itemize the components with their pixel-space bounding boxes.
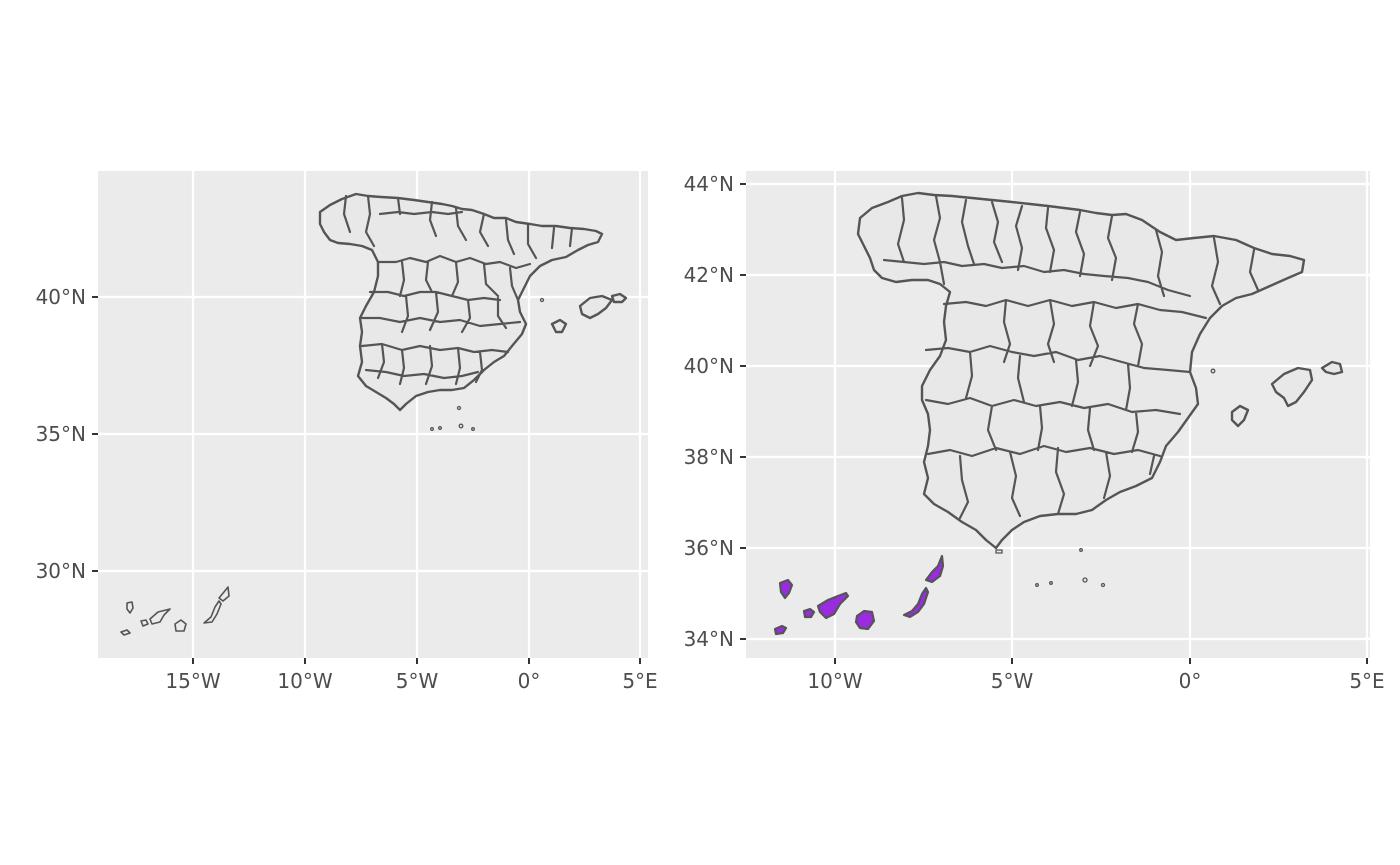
- left-x-tick-label: 0°: [518, 669, 541, 693]
- right-canary-gran-canaria: [854, 609, 876, 631]
- right-x-tick-label: 5°E: [1349, 669, 1384, 693]
- left-x-tick-label: 15°W: [165, 669, 220, 693]
- right-islet-penon: [1049, 581, 1053, 585]
- left-x-tick-label: 10°W: [277, 669, 332, 693]
- left-province-borders: [342, 194, 574, 386]
- right-y-tick-label: 42°N: [684, 263, 734, 287]
- left-x-tick-label: 5°E: [622, 669, 657, 693]
- left-islet-columbretes: [539, 297, 545, 303]
- right-islet-gibraltar-strait: [995, 549, 1003, 554]
- left-islet-alboran: [456, 405, 462, 411]
- right-x-tick-label: 5°W: [991, 669, 1034, 693]
- left-islet-melilla: [458, 423, 464, 429]
- right-province-borders: [882, 194, 1260, 520]
- right-canary-tenerife: [816, 591, 850, 620]
- right-canary-la-gomera: [802, 607, 816, 619]
- left-balearic-mallorca: [578, 294, 614, 320]
- left-canary-fuerteventura: [203, 600, 222, 624]
- right-balearic-mallorca: [1270, 366, 1314, 408]
- left-x-axis: 15°W 10°W 5°W 0° 5°E: [165, 658, 658, 693]
- right-map-panel: 44°N 42°N 40°N 38°N 36°N 34°N 10°W 5°W 0…: [684, 171, 1385, 693]
- right-y-tick-label: 44°N: [684, 172, 734, 196]
- left-map-panel: 40°N 35°N 30°N 15°W 10°W 5°W 0° 5°E: [36, 171, 658, 693]
- right-canary-la-palma: [778, 578, 794, 600]
- left-spain-mainland: [318, 192, 628, 431]
- left-canary-tenerife: [149, 608, 171, 625]
- right-canary-fuerteventura: [902, 586, 930, 619]
- right-canary-el-hierro: [773, 624, 788, 636]
- left-canary-el-hierro: [120, 629, 131, 636]
- right-x-axis: 10°W 5°W 0° 5°E: [807, 658, 1385, 693]
- right-y-tick-label: 36°N: [684, 536, 734, 560]
- left-canary-la-gomera: [140, 619, 149, 627]
- left-y-tick-label: 40°N: [36, 285, 86, 309]
- left-canary-lanzarote: [218, 586, 230, 602]
- right-x-tick-label: 10°W: [807, 669, 862, 693]
- right-y-tick-label: 40°N: [684, 354, 734, 378]
- left-y-tick-label: 35°N: [36, 422, 86, 446]
- left-islet-penon: [438, 426, 442, 430]
- right-balearic-ibiza: [1230, 404, 1250, 428]
- right-y-tick-label: 34°N: [684, 627, 734, 651]
- left-canary-gran-canaria: [174, 619, 187, 632]
- right-islet-alboran: [1079, 548, 1083, 552]
- right-canary-islands-highlighted: [773, 554, 945, 636]
- right-x-tick-label: 0°: [1179, 669, 1202, 693]
- left-canary-la-palma: [126, 601, 134, 614]
- right-islet-melilla: [1082, 577, 1088, 583]
- left-balearic-ibiza: [550, 318, 568, 334]
- left-canary-islands: [120, 586, 230, 636]
- right-canary-lanzarote: [924, 554, 945, 584]
- right-y-tick-label: 38°N: [684, 445, 734, 469]
- right-islet-ceuta: [1035, 583, 1039, 587]
- left-balearic-menorca: [610, 292, 628, 304]
- right-islet-chafarinas: [1100, 582, 1106, 588]
- right-y-axis: 44°N 42°N 40°N 38°N 36°N 34°N: [684, 172, 746, 651]
- left-x-tick-label: 5°W: [396, 669, 439, 693]
- left-y-tick-label: 30°N: [36, 559, 86, 583]
- right-balearic-menorca: [1320, 360, 1344, 376]
- right-islet-columbretes: [1210, 368, 1216, 374]
- left-y-axis: 40°N 35°N 30°N: [36, 285, 98, 583]
- left-islet-ceuta: [430, 427, 434, 431]
- right-mainland-outline: [856, 191, 1306, 550]
- right-spain-mainland: [856, 191, 1344, 588]
- left-islet-chafarinas: [471, 427, 475, 431]
